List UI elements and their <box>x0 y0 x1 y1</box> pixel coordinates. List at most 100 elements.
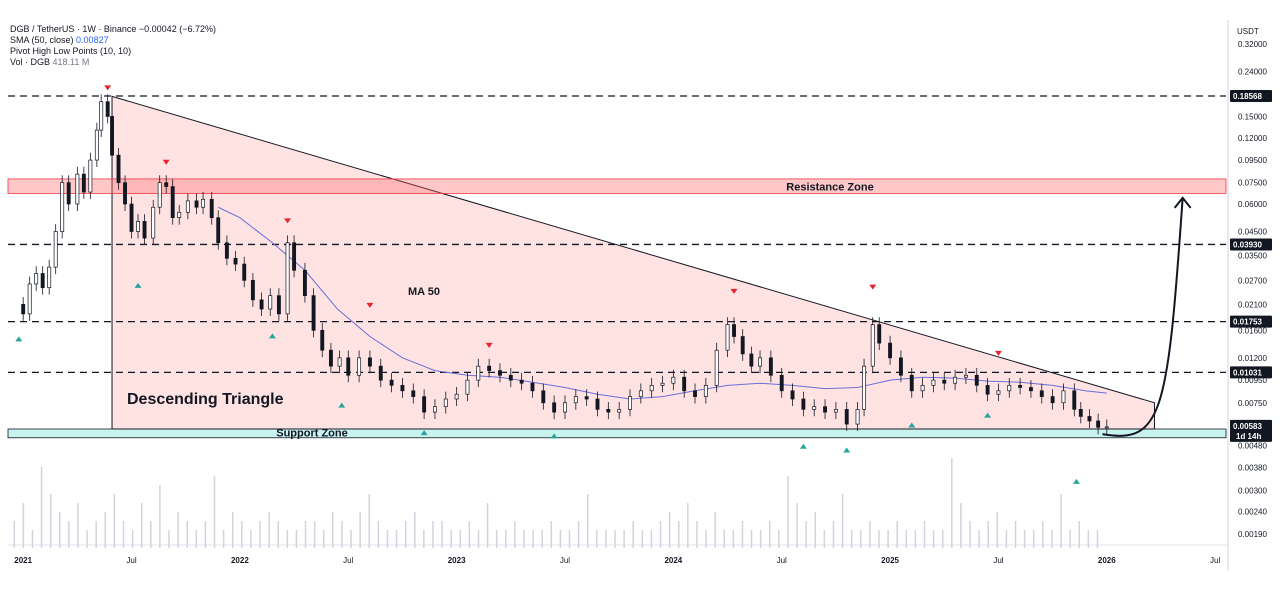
volume-bar <box>113 494 116 548</box>
y-tick-label: 0.00950 <box>1238 376 1267 385</box>
volume-value: 418.11 M <box>52 57 90 67</box>
sma-label: SMA (50, close) <box>10 35 74 45</box>
candle-body <box>844 409 849 425</box>
volume-bar <box>541 530 543 548</box>
volume-bar <box>586 494 589 548</box>
volume-bar <box>395 530 398 548</box>
pivot-low-marker <box>1072 478 1080 484</box>
pivot-low-marker <box>134 282 142 288</box>
volume-bar <box>869 521 871 548</box>
candle-body <box>142 221 147 239</box>
candle-body <box>617 409 622 413</box>
candle-body <box>185 200 190 213</box>
sma-value: 0.00827 <box>76 35 109 45</box>
volume-bar <box>68 521 70 548</box>
candle-body <box>790 390 795 400</box>
price-axis[interactable]: USDT 0.32000 0.24000 0.15000 0.12000 0.09500 0… <box>1237 27 1267 539</box>
candle-body <box>242 263 247 281</box>
volume-bar <box>723 530 725 548</box>
candle-body <box>443 398 448 408</box>
resistance-zone-label: Resistance Zone <box>786 182 873 194</box>
volume-bar <box>687 503 689 548</box>
volume-label: Vol · DGB <box>10 57 51 67</box>
x-tick-label: Jul <box>560 556 570 565</box>
candle-body <box>779 374 784 392</box>
candle-body <box>870 324 875 367</box>
zones <box>7 95 1227 439</box>
volume-bar <box>432 521 434 548</box>
pivot-low-marker <box>550 433 558 439</box>
candle-body <box>292 242 297 271</box>
candle-body <box>682 376 687 392</box>
pivot-label: Pivot High Low Points (10, 10) <box>10 46 132 56</box>
volume-bar <box>1032 530 1035 548</box>
candle-body <box>714 349 719 386</box>
annotations: Resistance Zone Support Zone Descending Tr… <box>127 182 1192 439</box>
candle-body <box>129 203 134 232</box>
y-tick-label: 0.00240 <box>1238 508 1267 517</box>
pivot-high-marker <box>104 85 112 91</box>
symbol-row[interactable]: DGB / TetherUS · 1W · Binance −0.00042 (… <box>10 24 216 35</box>
candle-body <box>1028 387 1033 392</box>
candle-body <box>116 154 121 184</box>
volume-bar <box>277 521 279 548</box>
candle-body <box>985 384 990 395</box>
pivot-low-marker <box>15 336 23 342</box>
price-tag-label: 0.01753 <box>1233 318 1262 327</box>
candle-body <box>285 242 290 315</box>
pivot-low-marker <box>338 402 346 408</box>
candle-body <box>27 283 32 315</box>
volume-row[interactable]: Vol · DGB 418.11 M <box>10 57 216 68</box>
descending-triangle <box>111 95 1155 430</box>
candle-body <box>703 384 708 397</box>
volume-bar <box>341 521 343 548</box>
candle-body <box>1061 390 1066 404</box>
y-tick-label: 0.06000 <box>1238 200 1267 209</box>
candle-body <box>433 406 437 413</box>
volume-bar <box>122 521 125 548</box>
candle-body <box>311 295 316 331</box>
volume-bar <box>104 512 107 548</box>
volume-bar <box>932 530 935 548</box>
candle-body <box>465 379 470 395</box>
candle-body <box>328 349 333 367</box>
y-tick-label: 0.01200 <box>1238 354 1267 363</box>
candle-body <box>740 336 745 355</box>
candle-body <box>909 374 914 392</box>
candle-body <box>177 211 182 219</box>
volume-bar <box>696 521 698 548</box>
candle-body <box>476 365 481 381</box>
sma-row[interactable]: SMA (50, close) 0.00827 <box>10 35 216 46</box>
y-tick-label: 0.00380 <box>1238 464 1267 473</box>
volume-bar <box>359 512 361 548</box>
pivot-row[interactable]: Pivot High Low Points (10, 10) <box>10 46 216 57</box>
y-tick-label: 0.02100 <box>1238 300 1267 309</box>
candle-body <box>422 396 427 413</box>
volume-bar <box>951 458 953 548</box>
candle-body <box>60 182 65 232</box>
volume-bar <box>368 494 370 548</box>
volume-bar <box>1096 530 1099 548</box>
candle-body <box>693 390 697 397</box>
volume-bar <box>486 503 489 548</box>
volume-bar <box>841 494 844 548</box>
volume-bar <box>878 530 880 548</box>
candle-body <box>268 295 273 310</box>
resistance-zone <box>7 178 1227 194</box>
candle-body <box>1096 420 1101 428</box>
volume-bar <box>914 530 917 548</box>
y-tick-label: 0.12000 <box>1238 134 1267 143</box>
candle-body <box>519 379 524 384</box>
volume-bar <box>559 530 562 548</box>
volume-bar <box>13 521 16 548</box>
candle-body <box>671 376 676 384</box>
time-axis[interactable]: 2021 Jul 2022 Jul 2023 Jul 2024 Jul 2025 Jul 2026 J… <box>14 556 1220 565</box>
candle-body <box>487 365 492 371</box>
volume-bar <box>450 530 452 548</box>
candle-body <box>1072 390 1077 410</box>
candle-body <box>660 382 665 386</box>
volume-bar <box>632 521 634 548</box>
candle-body <box>541 390 546 404</box>
candle-body <box>530 382 535 392</box>
